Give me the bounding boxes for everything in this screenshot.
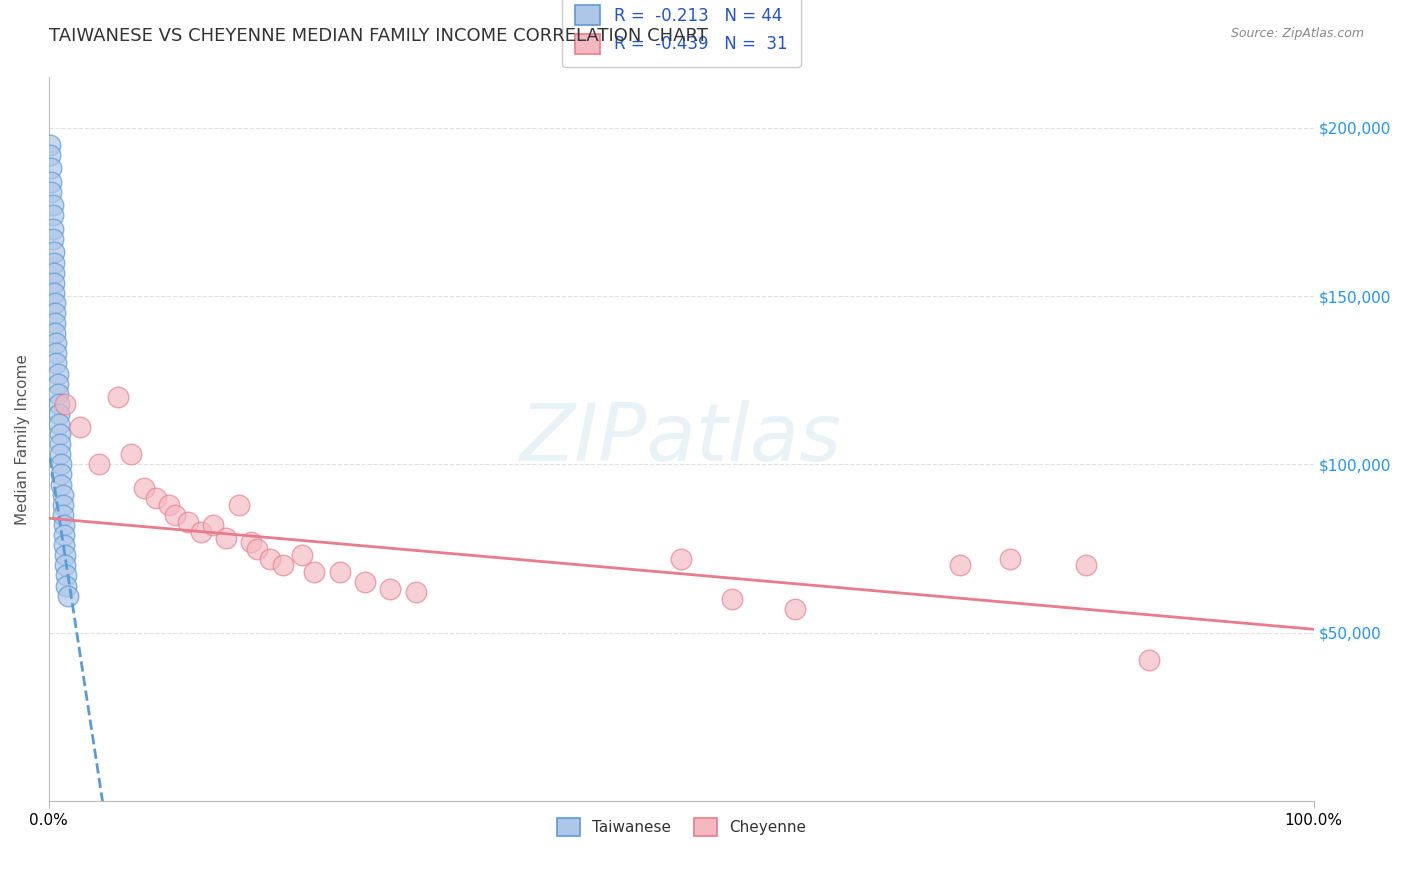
Point [291,548,314,562]
Point [39,137,62,152]
Point [304,565,326,579]
Point [48,417,70,431]
Point [52,498,75,512]
Point [202,518,225,533]
Point [41,232,63,246]
Point [69,420,91,434]
Point [48,407,70,421]
Point [46,376,69,391]
Point [89,458,111,472]
Point [240,534,263,549]
Point [246,541,269,556]
Point [41,198,63,212]
Point [51,477,73,491]
Point [177,515,200,529]
Point [52,528,75,542]
Point [1074,558,1097,573]
Point [329,565,352,579]
Point [45,346,67,360]
Point [42,255,65,269]
Legend: Taiwanese, Cheyenne: Taiwanese, Cheyenne [548,810,814,844]
Point [52,488,75,502]
Text: Source: ZipAtlas.com: Source: ZipAtlas.com [1230,27,1364,40]
Point [49,427,72,442]
Point [42,285,65,300]
Point [53,558,76,573]
Point [39,148,62,162]
Point [44,306,66,320]
Point [145,491,167,505]
Point [354,575,377,590]
Point [671,551,693,566]
Point [49,447,72,461]
Point [190,524,212,539]
Point [52,508,75,522]
Point [107,390,129,404]
Point [948,558,970,573]
Point [44,316,66,330]
Point [42,266,65,280]
Text: ZIPatlas: ZIPatlas [520,401,842,478]
Point [44,296,66,310]
Point [165,508,187,522]
Point [48,397,70,411]
Point [132,481,155,495]
Point [39,175,62,189]
Point [259,551,281,566]
Point [52,538,75,552]
Point [228,498,250,512]
Point [46,367,69,381]
Point [55,568,77,582]
Point [53,397,76,411]
Point [785,602,807,616]
Point [44,326,66,341]
Point [998,551,1021,566]
Point [41,222,63,236]
Point [380,582,402,596]
Point [51,458,73,472]
Point [157,498,180,512]
Point [46,386,69,401]
Point [721,592,744,607]
Text: TAIWANESE VS CHEYENNE MEDIAN FAMILY INCOME CORRELATION CHART: TAIWANESE VS CHEYENNE MEDIAN FAMILY INCO… [49,27,709,45]
Point [55,578,77,592]
Point [45,336,67,351]
Point [271,558,294,573]
Point [49,437,72,451]
Point [39,161,62,176]
Point [1137,652,1160,666]
Point [45,356,67,370]
Point [405,585,427,599]
Point [120,447,142,461]
Point [51,467,73,482]
Point [52,518,75,533]
Point [39,185,62,199]
Point [41,208,63,222]
Point [42,245,65,260]
Point [53,548,76,562]
Point [56,589,79,603]
Y-axis label: Median Family Income: Median Family Income [15,354,30,524]
Point [42,276,65,290]
Point [215,532,238,546]
